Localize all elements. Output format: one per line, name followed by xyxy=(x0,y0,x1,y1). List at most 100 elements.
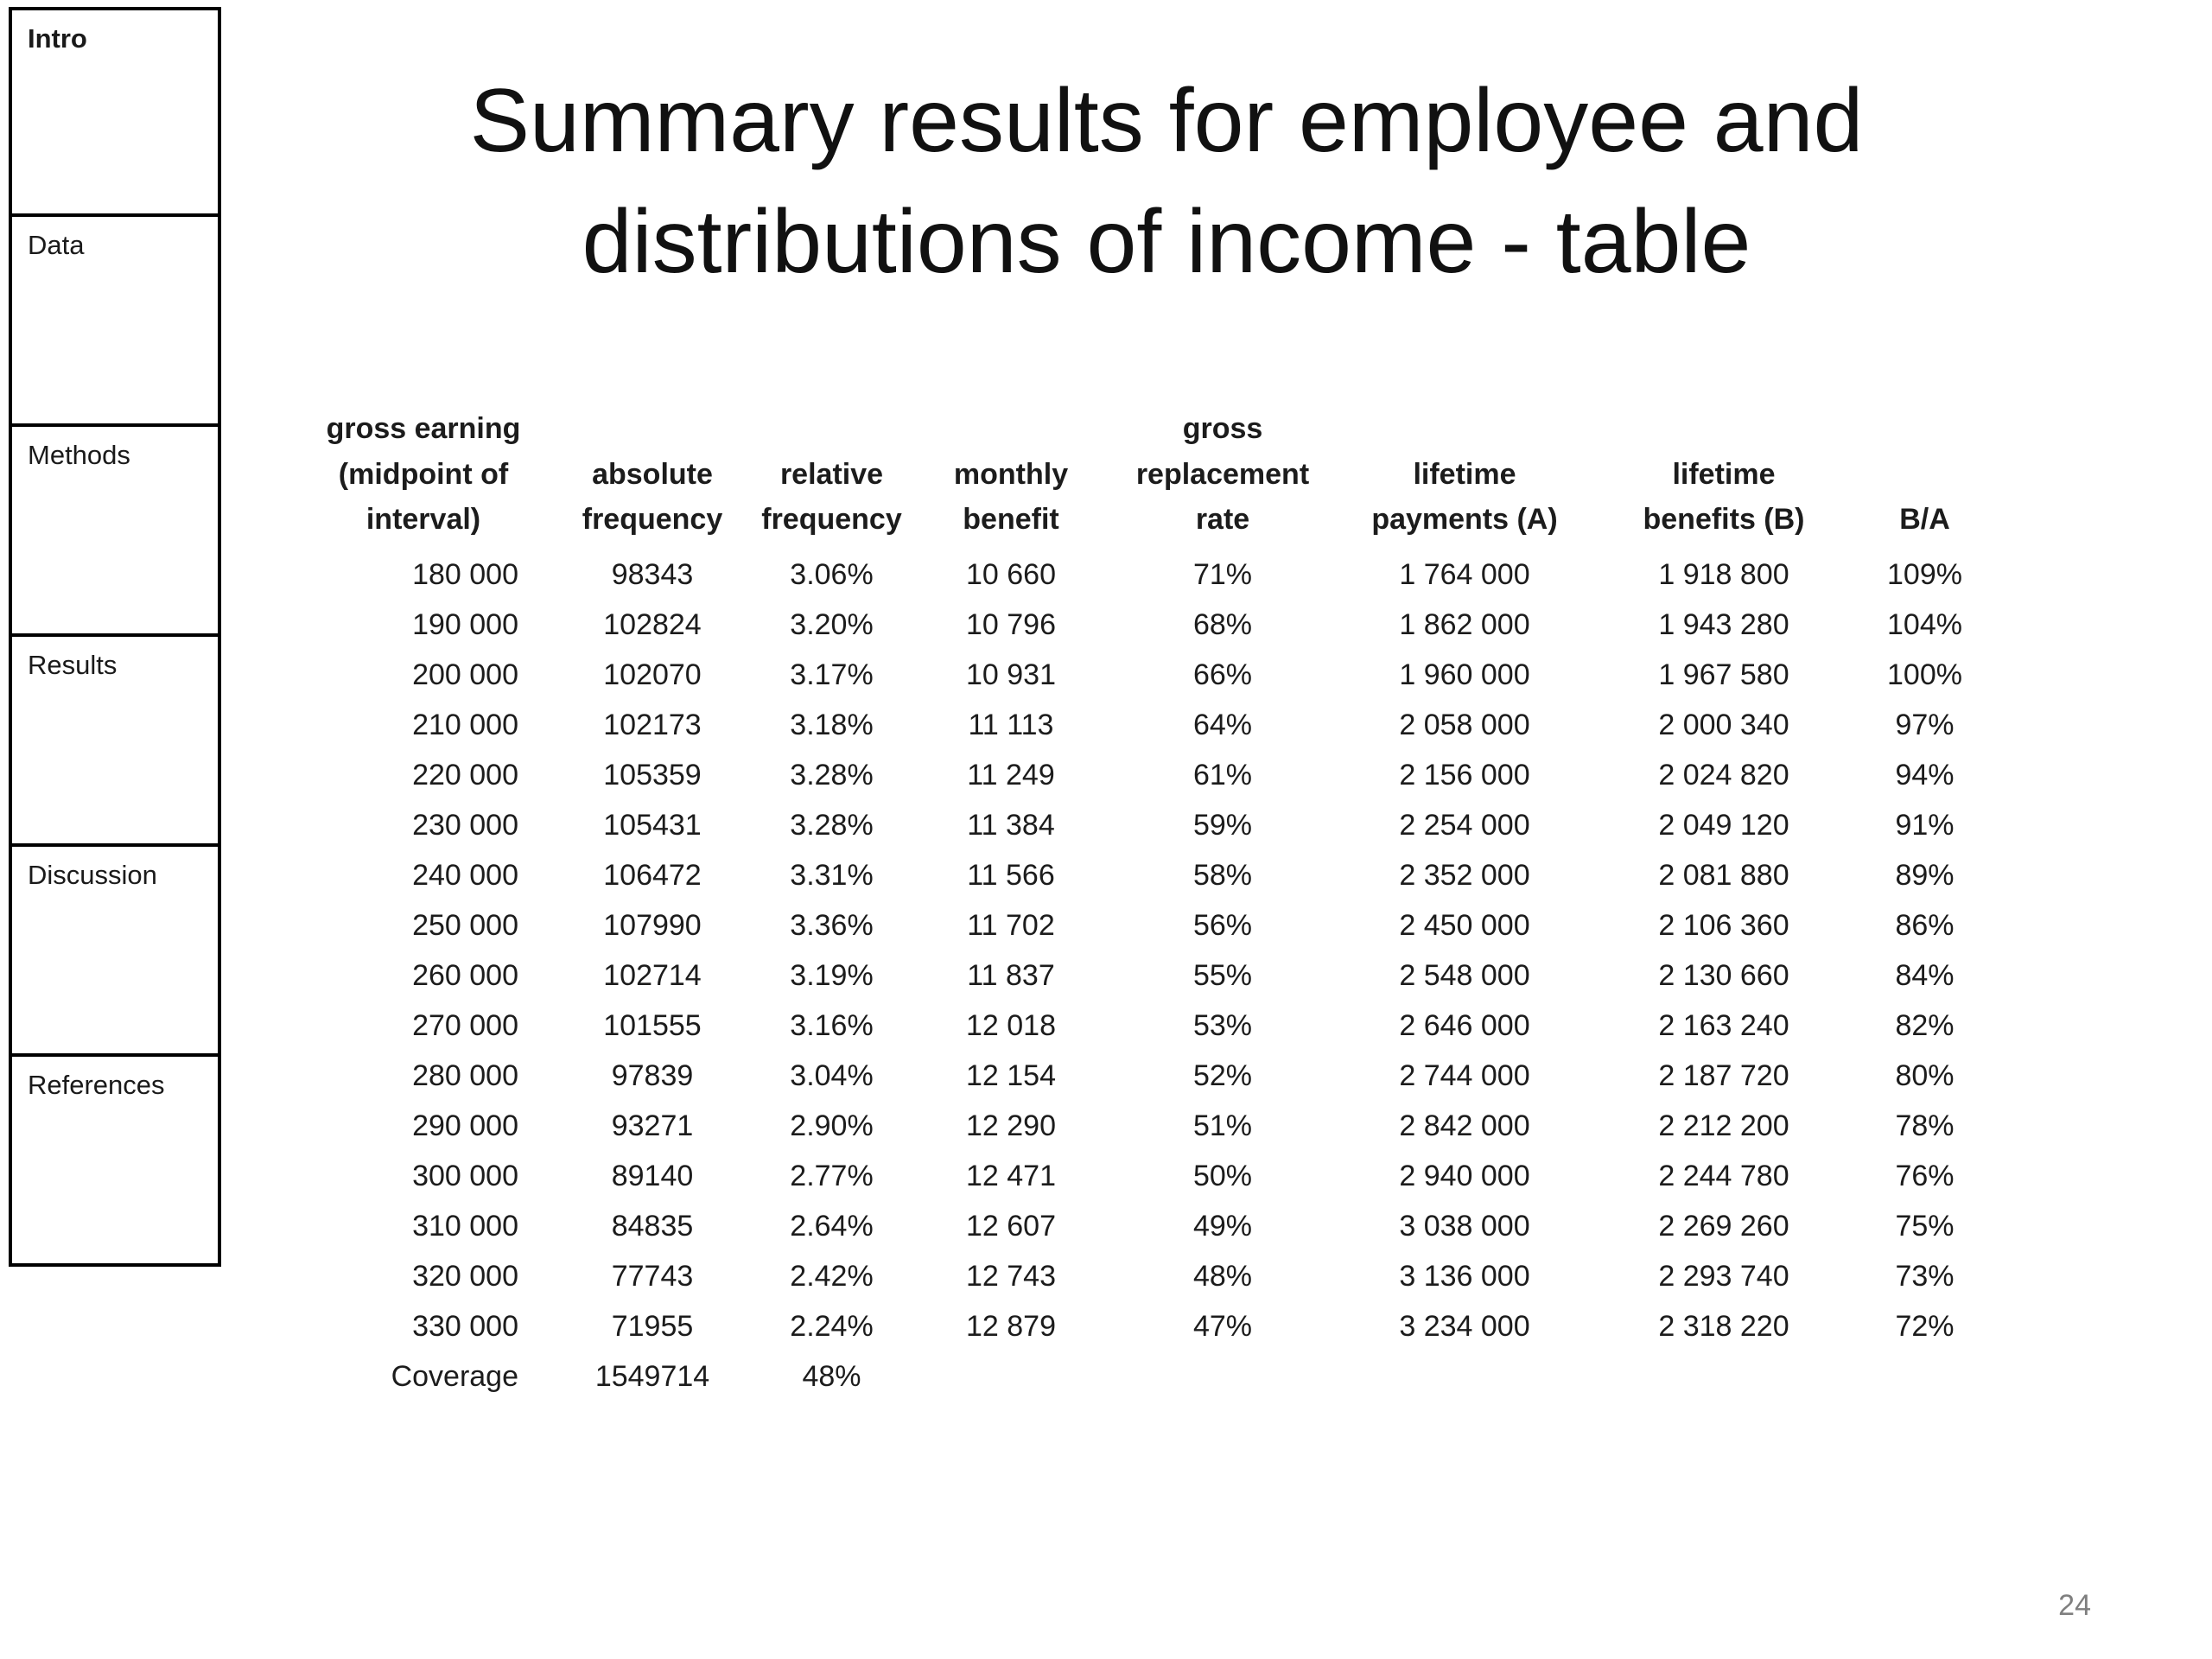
table-cell: 80% xyxy=(1895,1058,1955,1092)
table-cell: 280 000 xyxy=(412,1058,518,1092)
table-cell: 180 000 xyxy=(412,557,518,591)
table-cell: 100% xyxy=(1887,658,1962,691)
table-cell: 1 960 000 xyxy=(1399,658,1530,691)
table-row: 230 000 105431 3.28% 11 384 59% 2 254 000 2 04… xyxy=(294,800,1996,850)
sidebar-item-label: Data xyxy=(28,230,85,260)
table-cell: 3.36% xyxy=(790,908,874,942)
table-cell: 2 081 880 xyxy=(1658,858,1789,892)
sidebar-item-label: Results xyxy=(28,650,118,680)
table-cell: 48% xyxy=(1192,1259,1253,1293)
table-cell: 76% xyxy=(1895,1159,1955,1192)
sidebar-item-methods[interactable]: Methods xyxy=(9,427,221,637)
table-cell: 2.42% xyxy=(790,1259,874,1293)
slide-title-line1: Summary results for employee and xyxy=(469,71,1864,171)
table-cell: 10 660 xyxy=(966,557,1056,591)
table-cell: 2.24% xyxy=(790,1309,874,1343)
table-cell: 102070 xyxy=(603,658,702,691)
table-cell: 250 000 xyxy=(412,908,518,942)
table-cell: 320 000 xyxy=(412,1259,518,1293)
table-cell: 73% xyxy=(1895,1259,1955,1293)
results-table: gross earning (midpoint of interval) abs… xyxy=(294,406,1996,1402)
table-cell: 2 244 780 xyxy=(1658,1159,1789,1192)
table-cell: 82% xyxy=(1895,1008,1955,1042)
table-cell: 2 548 000 xyxy=(1399,958,1530,992)
table-cell: 2 156 000 xyxy=(1399,758,1530,791)
table-cell: 105359 xyxy=(603,758,702,791)
sidebar-item-results[interactable]: Results xyxy=(9,637,221,847)
table-cell: 2 024 820 xyxy=(1658,758,1789,791)
table-cell: 12 471 xyxy=(966,1159,1056,1192)
table-cell: 2 646 000 xyxy=(1399,1008,1530,1042)
table-cell: 3.31% xyxy=(790,858,874,892)
table-row: 330 000 71955 2.24% 12 879 47% 3 234 000 2 318… xyxy=(294,1301,1996,1351)
table-cell: 2 293 740 xyxy=(1658,1259,1789,1293)
table-row: 300 000 89140 2.77% 12 471 50% 2 940 000 2 244… xyxy=(294,1151,1996,1201)
table-cell: 2 318 220 xyxy=(1658,1309,1789,1343)
table-cell: 78% xyxy=(1895,1109,1955,1142)
sidebar-item-discussion[interactable]: Discussion xyxy=(9,847,221,1057)
table-cell: 230 000 xyxy=(412,808,518,842)
table-cell: 11 249 xyxy=(967,758,1055,791)
table-row: 270 000 101555 3.16% 12 018 53% 2 646 000 2 16… xyxy=(294,1001,1996,1051)
sidebar-item-label: Methods xyxy=(28,440,130,470)
table-cell: 2.64% xyxy=(790,1209,874,1243)
table-cell: 10 931 xyxy=(966,658,1056,691)
table-cell: 290 000 xyxy=(412,1109,518,1142)
table-cell: 11 837 xyxy=(967,958,1055,992)
table-cell: 53% xyxy=(1192,1008,1253,1042)
table-cell: 12 154 xyxy=(966,1058,1056,1092)
table-cell xyxy=(1594,1351,1853,1402)
table-cell xyxy=(1853,1351,1996,1402)
table-cell: 12 879 xyxy=(966,1309,1056,1343)
table-cell: 71% xyxy=(1192,557,1253,591)
sidebar-item-references[interactable]: References xyxy=(9,1057,221,1267)
table-cell: 3.18% xyxy=(790,708,874,741)
table-cell: 210 000 xyxy=(412,708,518,741)
table-cell: 1549714 xyxy=(594,1359,710,1393)
sidebar-item-data[interactable]: Data xyxy=(9,217,221,427)
slide-title-line2: distributions of income - table xyxy=(582,192,1751,293)
table-cell: 11 113 xyxy=(968,708,1054,741)
table-cell: 2 130 660 xyxy=(1658,958,1789,992)
table-row: 190 000 102824 3.20% 10 796 68% 1 862 000 1 94… xyxy=(294,600,1996,650)
slide-title: Summary results for employee and distrib… xyxy=(233,60,2100,303)
table-cell: 3.20% xyxy=(790,607,874,641)
table-cell: 105431 xyxy=(603,808,702,842)
table-cell: 2 049 120 xyxy=(1658,808,1789,842)
table-cell: 3.04% xyxy=(790,1058,874,1092)
table-cell: 89% xyxy=(1895,858,1955,892)
table-cell: 2 352 000 xyxy=(1399,858,1530,892)
table-cell: 71955 xyxy=(611,1309,694,1343)
table-cell: 3.19% xyxy=(790,958,874,992)
table-cell: 89140 xyxy=(611,1159,694,1192)
table-cell: 3.28% xyxy=(790,758,874,791)
table-cell: 2.77% xyxy=(790,1159,874,1192)
sidebar-item-intro[interactable]: Intro xyxy=(9,7,221,217)
table-cell: 49% xyxy=(1192,1209,1253,1243)
table-cell: 93271 xyxy=(611,1109,694,1142)
table-row: 320 000 77743 2.42% 12 743 48% 3 136 000 2 293… xyxy=(294,1251,1996,1301)
column-header-gross-earning: gross earning (midpoint of interval) xyxy=(326,412,521,537)
table-row: 240 000 106472 3.31% 11 566 58% 2 352 000 2 08… xyxy=(294,850,1996,900)
sidebar-nav: Intro Data Methods Results Discussion Re… xyxy=(9,7,221,1267)
table-cell: 2 269 260 xyxy=(1658,1209,1789,1243)
table-cell: 270 000 xyxy=(412,1008,518,1042)
table-cell: 2 058 000 xyxy=(1399,708,1530,741)
table-cell: 1 764 000 xyxy=(1399,557,1530,591)
table-cell: 1 918 800 xyxy=(1658,557,1789,591)
table-cell xyxy=(1335,1351,1594,1402)
table-body: 180 000 98343 3.06% 10 660 71% 1 764 000 1 918… xyxy=(294,550,1996,1402)
table-cell: 102824 xyxy=(603,607,702,641)
table-cell: 200 000 xyxy=(412,658,518,691)
table-cell: 11 702 xyxy=(967,908,1055,942)
table-cell: 3 136 000 xyxy=(1399,1259,1530,1293)
table-cell: 48% xyxy=(802,1359,861,1393)
table-cell: 2 212 200 xyxy=(1658,1109,1789,1142)
table-cell: 84835 xyxy=(611,1209,694,1243)
table-cell: 101555 xyxy=(603,1008,702,1042)
table-cell: 220 000 xyxy=(412,758,518,791)
table-cell: 3.16% xyxy=(790,1008,874,1042)
sidebar-item-label: Discussion xyxy=(28,860,157,890)
table-cell: 109% xyxy=(1887,557,1962,591)
